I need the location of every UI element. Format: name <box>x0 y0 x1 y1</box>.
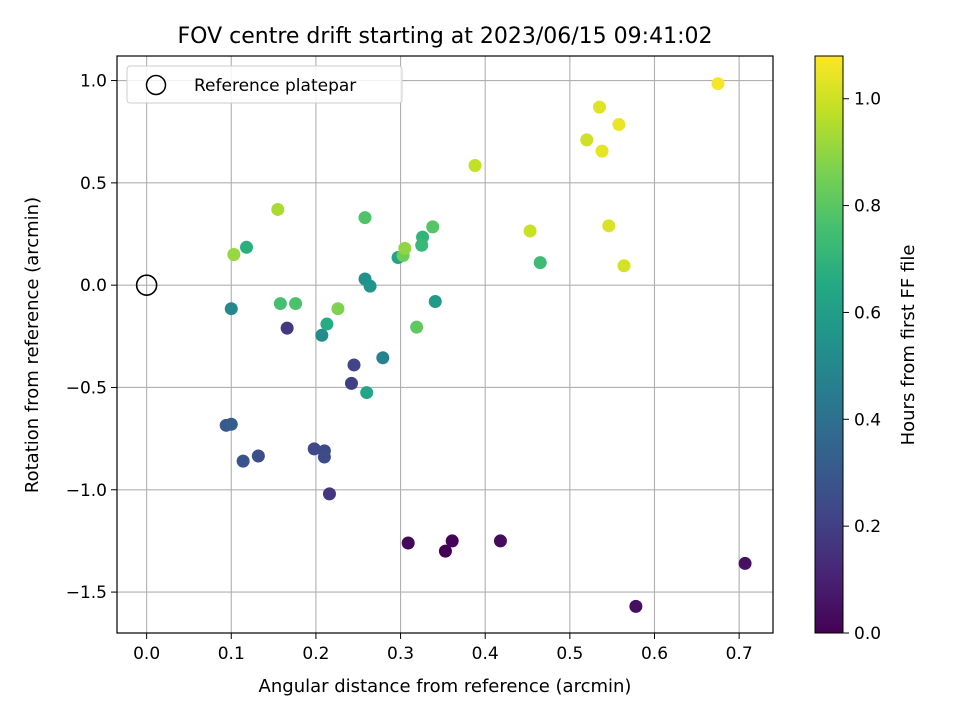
scatter-point <box>224 302 238 316</box>
scatter-point <box>280 321 294 335</box>
scatter-point <box>363 279 377 293</box>
scatter-point <box>617 259 631 273</box>
scatter-point <box>307 442 321 456</box>
scatter-point <box>320 317 334 331</box>
scatter-point <box>426 220 440 234</box>
reference-platepar-marker <box>135 274 158 296</box>
colorbar-gradient <box>814 55 844 634</box>
scatter-point <box>271 202 285 216</box>
scatter-point <box>273 297 287 311</box>
scatter-point <box>331 302 345 316</box>
scatter-point <box>251 449 265 463</box>
x-axis-ticks: 0.0 0.1 0.2 0.3 0.4 0.5 0.6 0.7 <box>133 633 753 664</box>
chart-title: FOV centre drift starting at 2023/06/15 … <box>178 24 713 49</box>
scatter-point <box>344 376 358 390</box>
scatter-point <box>493 534 507 548</box>
scatter-point <box>595 144 609 158</box>
colorbar-tick-label: 0.6 <box>854 303 881 323</box>
scatter-point <box>533 256 547 270</box>
y-tick-label: 1.0 <box>80 72 107 92</box>
y-axis-ticks: −1.5 −1.0 −0.5 0.0 0.5 1.0 <box>66 72 117 603</box>
scatter-point <box>523 224 537 238</box>
colorbar: 0.0 0.2 0.4 0.6 0.8 1.0 Hours from first FF f… <box>814 55 919 644</box>
colorbar-tick-label: 1.0 <box>854 90 881 110</box>
grid-lines <box>117 56 773 633</box>
scatter-point <box>738 556 752 570</box>
scatter-point <box>317 450 331 464</box>
scatter-point <box>360 386 374 400</box>
scatter-point <box>347 358 361 372</box>
colorbar-label: Hours from first FF file <box>898 245 919 446</box>
scatter-point <box>236 454 250 468</box>
y-tick-label: 0.5 <box>80 174 107 194</box>
reference-marker-layer <box>135 274 158 296</box>
scatter-point <box>602 219 616 233</box>
scatter-point <box>410 320 424 334</box>
scatter-point <box>227 247 241 261</box>
scatter-point <box>415 238 429 252</box>
scatter-point <box>592 100 606 114</box>
legend-label: Reference platepar <box>194 76 356 96</box>
scatter-point <box>438 544 452 558</box>
scatter-point <box>711 77 725 91</box>
legend-box <box>126 65 403 104</box>
x-tick-label: 0.5 <box>556 644 583 664</box>
y-tick-label: −1.5 <box>66 583 107 603</box>
plot-frame <box>116 55 774 634</box>
colorbar-tick-label: 0.8 <box>854 197 881 217</box>
y-tick-label: −1.0 <box>66 481 107 501</box>
y-tick-label: 0.0 <box>80 276 107 296</box>
scatter-point <box>580 133 594 147</box>
scatter-point <box>629 599 643 613</box>
x-tick-label: 0.1 <box>218 644 245 664</box>
data-points <box>219 77 752 613</box>
x-tick-label: 0.4 <box>472 644 499 664</box>
x-axis-label: Angular distance from reference (arcmin) <box>259 676 632 697</box>
scatter-point <box>358 211 372 225</box>
scatter-point <box>401 536 415 550</box>
x-tick-label: 0.3 <box>387 644 414 664</box>
colorbar-ticks: 0.0 0.2 0.4 0.6 0.8 1.0 <box>843 90 881 644</box>
scatter-point <box>468 158 482 172</box>
colorbar-tick-label: 0.4 <box>854 410 881 430</box>
y-axis-label: Rotation from reference (arcmin) <box>22 197 43 493</box>
scatter-point <box>315 328 329 342</box>
scatter-point <box>428 295 442 309</box>
scatter-point <box>398 241 412 255</box>
scatter-point <box>224 417 238 431</box>
x-tick-label: 0.6 <box>641 644 668 664</box>
x-tick-label: 0.2 <box>302 644 329 664</box>
scatter-point <box>612 118 626 132</box>
legend: Reference platepar <box>126 65 403 104</box>
colorbar-tick-label: 0.2 <box>854 517 881 537</box>
scatter-point <box>289 297 303 311</box>
legend-open-circle-marker <box>145 74 167 96</box>
colorbar-tick-label: 0.0 <box>854 624 881 644</box>
x-tick-label: 0.7 <box>726 644 753 664</box>
scatter-point <box>445 534 459 548</box>
y-tick-label: −0.5 <box>66 378 107 398</box>
x-tick-label: 0.0 <box>133 644 160 664</box>
scatter-point <box>376 351 390 365</box>
scatter-point <box>240 240 254 254</box>
scatter-point <box>322 487 336 501</box>
